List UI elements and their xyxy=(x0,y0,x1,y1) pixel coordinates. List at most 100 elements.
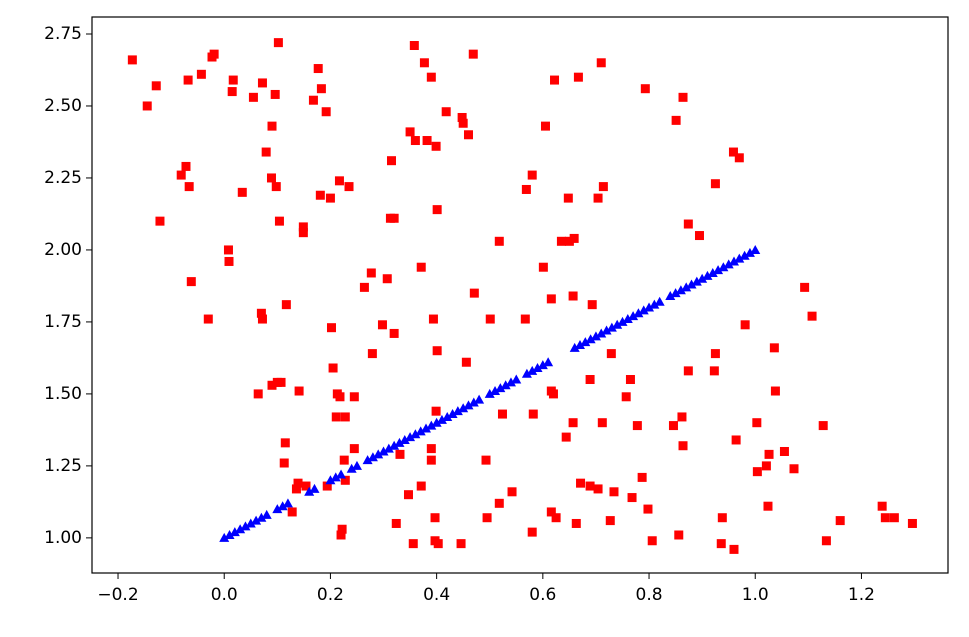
square-point xyxy=(253,389,263,399)
square-point xyxy=(416,262,426,272)
triangle-point xyxy=(447,409,458,419)
square-point xyxy=(328,363,338,373)
square-point xyxy=(550,75,560,85)
triangle-point xyxy=(277,501,288,511)
x-tick-label: 0.8 xyxy=(636,585,663,605)
square-point xyxy=(769,343,779,353)
square-point xyxy=(507,487,517,497)
square-point xyxy=(528,409,538,419)
square-point xyxy=(598,182,608,192)
square-point xyxy=(494,236,504,246)
square-point xyxy=(334,176,344,186)
triangle-point xyxy=(638,305,649,315)
square-point xyxy=(321,107,331,117)
y-tick-label: 1.75 xyxy=(44,312,82,332)
triangle-point xyxy=(362,455,373,465)
triangle-point xyxy=(697,273,708,283)
triangle-point xyxy=(543,357,554,367)
triangle-point xyxy=(505,377,516,387)
square-point xyxy=(468,49,478,59)
square-point xyxy=(609,487,619,497)
square-point xyxy=(395,449,405,459)
triangle-point xyxy=(410,429,421,439)
triangle-point xyxy=(463,400,474,410)
square-point xyxy=(458,118,468,128)
square-point xyxy=(349,392,359,402)
triangle-point xyxy=(351,460,362,470)
triangle-point xyxy=(378,446,389,456)
triangle-point xyxy=(219,532,230,542)
square-point xyxy=(293,478,303,488)
square-point xyxy=(382,274,392,284)
square-point xyxy=(223,245,233,255)
triangle-point xyxy=(399,434,410,444)
square-point xyxy=(416,481,426,491)
square-point xyxy=(469,288,479,298)
square-point xyxy=(734,153,744,163)
square-point xyxy=(228,75,238,85)
triangle-point xyxy=(532,362,543,372)
y-tick-label: 1.50 xyxy=(44,384,82,404)
square-point xyxy=(587,300,597,310)
triangle-point xyxy=(436,414,447,424)
y-tick-label: 1.25 xyxy=(44,456,82,476)
square-point xyxy=(315,190,325,200)
triangle-point xyxy=(261,509,272,519)
square-point xyxy=(683,219,693,229)
square-point xyxy=(294,386,304,396)
triangle-point xyxy=(527,365,538,375)
square-point xyxy=(301,481,311,491)
square-point xyxy=(237,187,247,197)
square-point xyxy=(291,484,301,494)
square-point xyxy=(694,231,704,241)
triangle-point xyxy=(304,486,315,496)
triangle-point xyxy=(606,322,617,332)
square-point xyxy=(546,507,556,517)
square-point xyxy=(331,412,341,422)
square-point xyxy=(573,72,583,82)
triangle-point xyxy=(325,475,336,485)
square-point xyxy=(481,455,491,465)
square-point xyxy=(818,421,828,431)
triangle-point xyxy=(484,388,495,398)
square-point xyxy=(761,461,771,471)
triangle-point xyxy=(336,469,347,479)
square-point xyxy=(716,539,726,549)
square-point xyxy=(877,501,887,511)
square-point xyxy=(389,213,399,223)
square-point xyxy=(432,205,442,215)
triangle-point xyxy=(665,291,676,301)
triangle-point xyxy=(590,331,601,341)
square-point xyxy=(551,513,561,523)
square-point xyxy=(209,49,219,59)
square-point xyxy=(677,412,687,422)
x-tick-label: 0.6 xyxy=(529,585,556,605)
square-point xyxy=(621,392,631,402)
x-tick-label: 0.4 xyxy=(423,585,450,605)
square-point xyxy=(752,467,762,477)
square-point xyxy=(606,349,616,359)
square-point xyxy=(248,92,258,102)
square-point xyxy=(807,311,817,321)
triangle-point xyxy=(649,299,660,309)
triangle-point xyxy=(713,265,724,275)
triangle-point xyxy=(309,483,320,493)
square-point xyxy=(433,539,443,549)
triangle-point xyxy=(256,512,267,522)
square-point xyxy=(389,328,399,338)
square-point xyxy=(326,323,336,333)
square-point xyxy=(585,375,595,385)
square-point xyxy=(313,64,323,74)
triangle-point xyxy=(224,529,235,539)
square-point xyxy=(281,300,291,310)
triangle-point xyxy=(675,285,686,295)
triangle-point xyxy=(622,314,633,324)
triangle-point xyxy=(490,386,501,396)
square-point xyxy=(181,161,191,171)
square-point xyxy=(880,513,890,523)
square-point xyxy=(647,536,657,546)
square-point xyxy=(763,501,773,511)
square-point xyxy=(546,294,556,304)
square-point xyxy=(337,524,347,534)
